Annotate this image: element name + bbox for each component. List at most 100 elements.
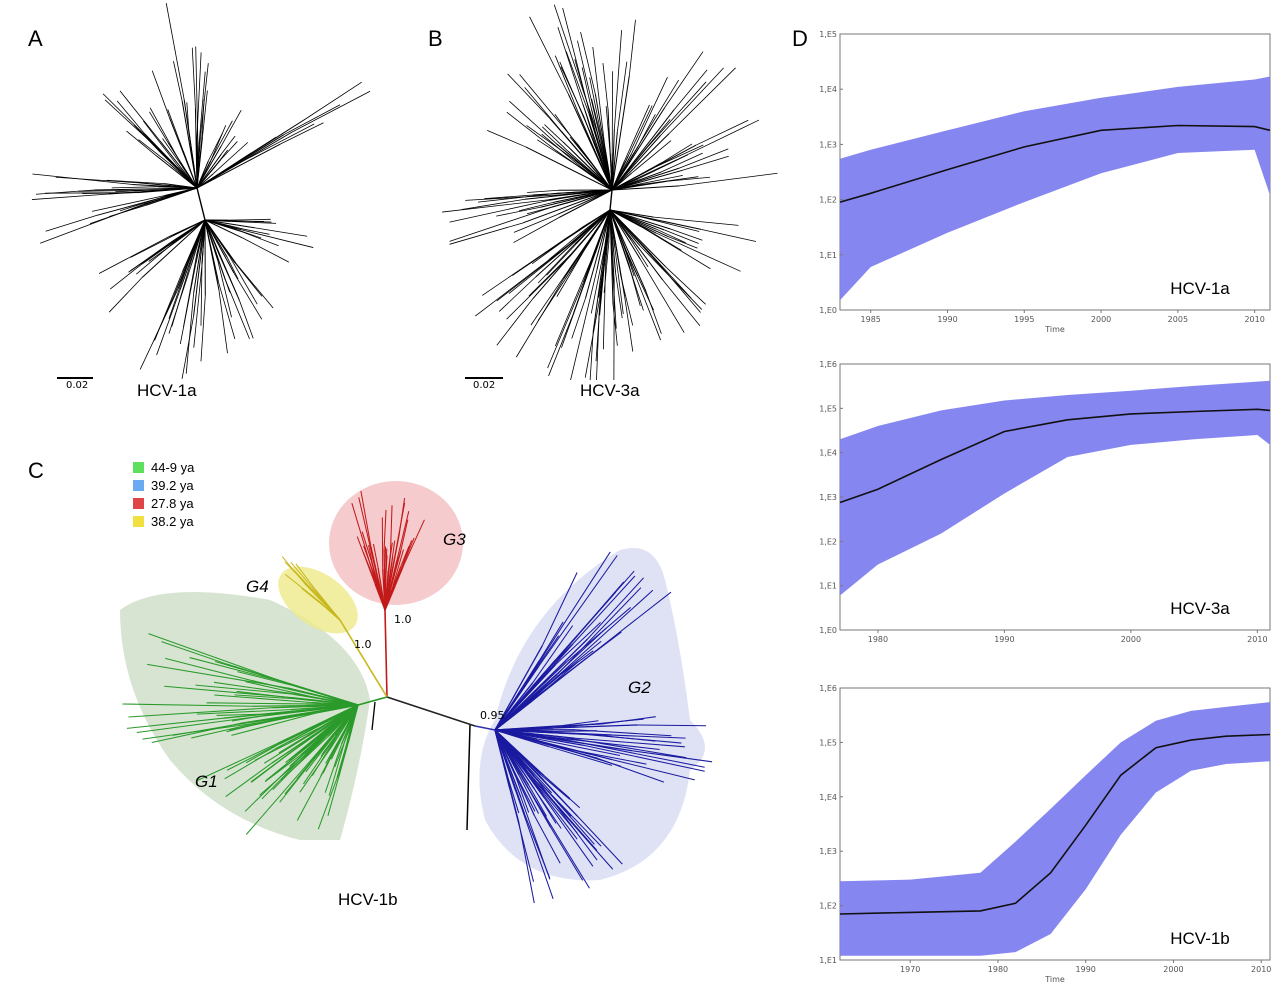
tree-branch [384,565,405,611]
tree-branch [543,797,594,867]
y-tick-label: 1,E4 [819,793,837,802]
tree-branch [556,248,586,297]
tree-branch [233,272,263,320]
tree-branch [585,209,611,299]
tree-branch [609,209,657,230]
tree-branch [239,300,254,339]
tree-branch [611,172,633,191]
tree-branch [214,694,312,704]
tree-branch [627,255,654,311]
tree-branch [541,572,578,646]
tree-branch [386,696,476,727]
tree-branch [664,229,699,244]
tree-branch [513,213,558,233]
tree-branch [168,219,206,238]
tree-branch [122,703,253,707]
tree-branch [591,98,603,144]
tree-branch [610,164,613,191]
tree-branch [508,787,535,882]
tree-branch [137,187,198,194]
tree-branch [204,219,255,229]
legend-swatch [133,461,144,473]
tree-branch [328,739,346,796]
tree-branch [592,47,606,147]
tree-branch [126,130,157,157]
tree-branch [368,544,375,571]
tree-branch [524,814,551,878]
tree-branch [512,250,549,276]
tree-branch [557,189,613,215]
tree-branch [383,509,387,549]
tree-branch [537,243,576,284]
tree-branch [244,228,270,235]
y-tick-label: 1,E2 [819,537,837,546]
tree-branch [631,77,668,155]
x-tick-label: 2000 [1163,965,1183,974]
tree-branch [278,725,324,754]
tree-branch [670,228,703,241]
tree-branch [226,256,239,280]
y-tick-label: 1,E5 [819,738,837,747]
tree-branch [570,269,598,380]
scale-label-a: 0.02 [66,380,89,391]
x-tick-label: 2000 [1091,315,1111,324]
tree-branch [271,704,359,764]
tree-branch [571,297,586,339]
tree-branch [494,659,556,731]
tree-branch [496,298,534,346]
tree-branch [403,519,425,566]
tree-branch [181,315,195,379]
tree-branch [206,702,306,705]
tree-branch [526,125,575,161]
tree-branch [654,144,704,168]
plot-title: HCV-3a [1170,599,1230,618]
tree-branch [526,770,598,851]
tree-branch [327,743,349,816]
panel-letter-b: B [428,26,443,51]
tree-branch [487,130,526,148]
tree-branch [554,55,579,113]
tree-branch [168,258,191,319]
x-tick-label: 1990 [1076,965,1096,974]
tree-branch [119,90,161,142]
tree-branch [544,124,571,150]
tree-branch [214,149,228,167]
tree-branch [572,575,636,644]
tree-branch [583,733,682,744]
tree-branch [633,79,679,154]
tree-branch [653,216,739,226]
tree-branch [664,270,701,313]
tree-branch [251,713,309,723]
tree-branch [664,51,704,108]
tree-branch [611,153,632,191]
tree-branch [305,703,359,706]
legend: 44-9 ya 39.2 ya 27.8 ya 38.2 ya [133,458,194,530]
tree-branch [136,716,254,734]
tree-branch [548,746,613,766]
median-line [839,733,1271,915]
tree-branch [191,723,254,739]
tree-branch [548,313,574,377]
tree-branch [527,189,559,193]
tree-branch [494,729,598,760]
tree-branch [524,87,562,132]
tree-branch [611,107,666,191]
tree-branch [130,235,173,258]
tree-branch [555,622,601,665]
tree-branch [512,769,536,812]
tree-branch [609,209,657,234]
tree-branch [384,550,402,611]
tree-branch [678,148,729,169]
tree-branch [322,746,337,774]
tree-branch [535,209,611,278]
x-tick-label: 2010 [1247,635,1267,644]
tree-branch [482,237,567,296]
tree-branch [494,729,554,733]
y-tick-label: 1,E1 [819,956,837,965]
tree-branch [584,298,601,378]
tree-branch [98,236,170,274]
tree-branch [196,166,216,189]
tree-branch [214,661,263,676]
tree-branch [628,19,636,76]
y-tick-label: 1,E1 [819,251,837,260]
